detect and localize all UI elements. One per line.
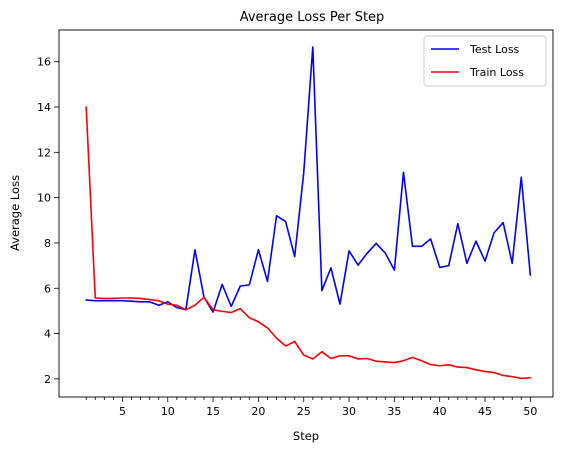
x-axis-label: Step [293,429,319,443]
plot-frame-border [58,29,554,398]
y-axis-ticks: 2 4 6 8 10 12 14 16 [37,56,59,386]
plot-area [59,30,553,397]
y-tick-label: 16 [37,56,51,69]
x-tick-label: 30 [342,405,356,418]
legend-label: Train Loss [469,66,524,79]
chart-title: Average Loss Per Step [240,10,385,25]
x-axis-ticks: 5 10 15 20 25 30 35 40 45 50 [85,397,537,418]
x-tick-label: 15 [206,405,220,418]
x-tick-label: 40 [433,405,447,418]
x-tick-label: 35 [387,405,401,418]
y-tick-label: 10 [37,192,51,205]
x-tick-label: 25 [297,405,311,418]
series-line-train-loss [85,106,532,380]
x-tick-label: 10 [161,405,175,418]
y-tick-label: 12 [37,146,51,159]
legend: Test Loss Train Loss [423,35,547,87]
x-tick-label: 20 [251,405,265,418]
y-tick-label: 6 [44,282,51,295]
legend-label: Test Loss [469,43,520,56]
y-tick-label: 14 [37,101,51,114]
x-tick-label: 45 [478,405,492,418]
y-axis-label: Average Loss [8,175,22,251]
x-tick-label: 5 [119,405,126,418]
x-tick-label: 50 [523,405,537,418]
y-tick-label: 8 [44,237,51,250]
y-tick-label: 2 [44,373,51,386]
series-line-test-loss [85,46,532,313]
series-lines [85,46,532,380]
y-tick-label: 4 [44,328,51,341]
